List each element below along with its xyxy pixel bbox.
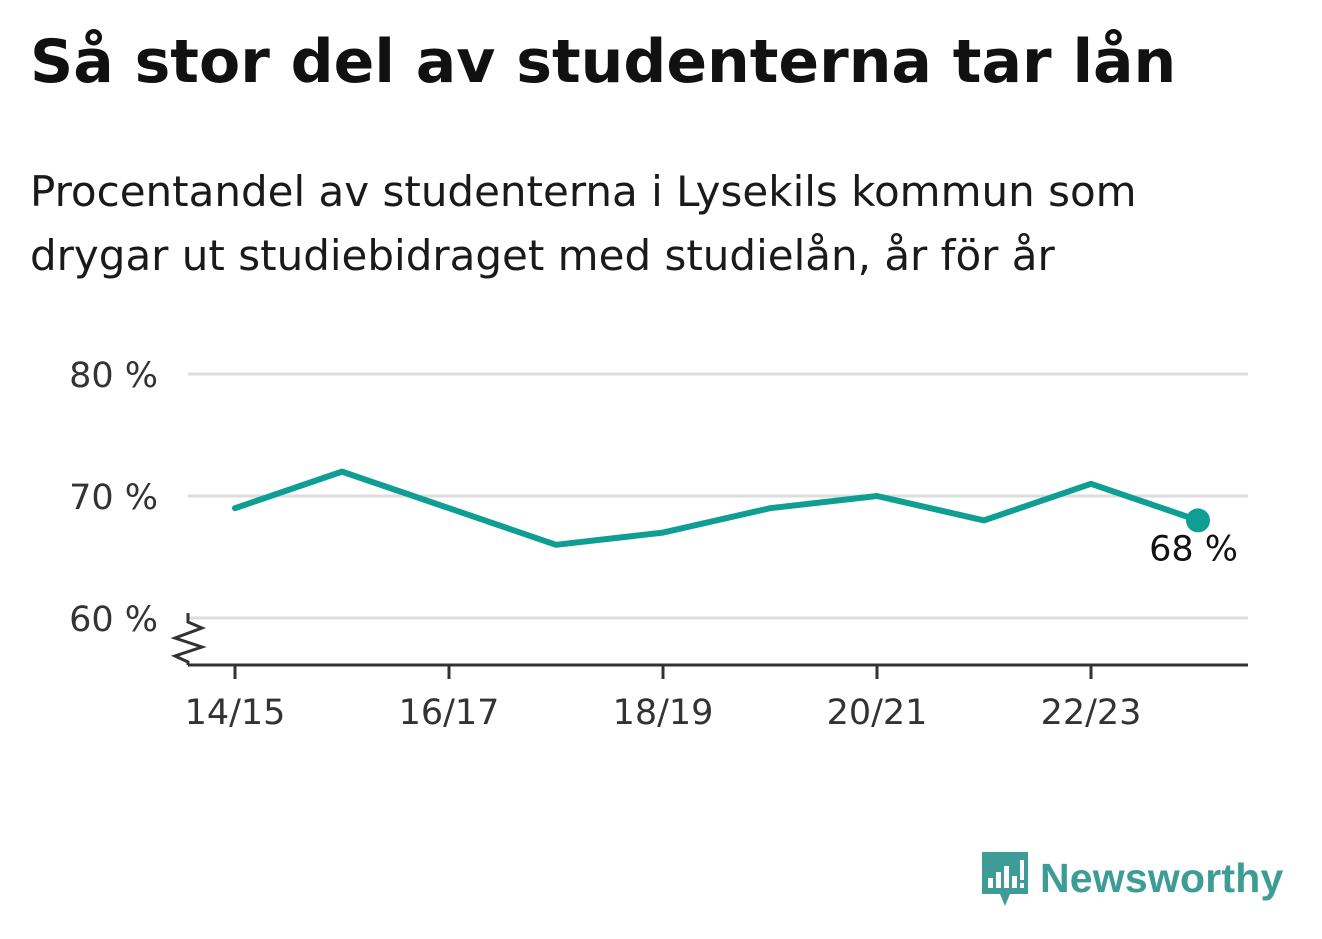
x-tick-label: 16/17 — [399, 693, 500, 733]
y-tick-label-80: 80 % — [69, 356, 158, 396]
brand-name: Newsworthy — [1040, 854, 1284, 901]
x-tick-label: 20/21 — [827, 693, 928, 733]
chart-subtitle: Procentandel av studenterna i Lysekils k… — [30, 167, 1137, 280]
y-tick-label-60: 60 % — [69, 600, 158, 640]
series: 68 % — [232, 468, 1238, 569]
y-tick-label-70: 70 % — [69, 478, 158, 518]
chart-title: Så stor del av studenterna tar lån — [30, 27, 1177, 97]
last-point-label: 68 % — [1149, 529, 1238, 569]
y-axis-labels: 60 % 70 % 80 % — [69, 356, 158, 640]
newsworthy-logo: Newsworthy — [980, 848, 1284, 908]
series-line — [232, 468, 1201, 548]
gridlines — [188, 372, 1248, 620]
x-axis — [170, 613, 1248, 679]
last-point-marker — [1186, 508, 1210, 533]
newsworthy-bar-chart-icon — [982, 852, 1028, 906]
x-tick-label: 18/19 — [613, 693, 714, 733]
axis-break-icon — [170, 613, 207, 665]
line-chart: 60 % 70 % 80 % 14/15 16/17 18/19 20/21 22/23 6… — [69, 356, 1248, 733]
x-tick-label: 22/23 — [1041, 693, 1142, 733]
x-tick-label: 14/15 — [185, 693, 286, 733]
x-axis-labels: 14/15 16/17 18/19 20/21 22/23 — [185, 693, 1142, 733]
